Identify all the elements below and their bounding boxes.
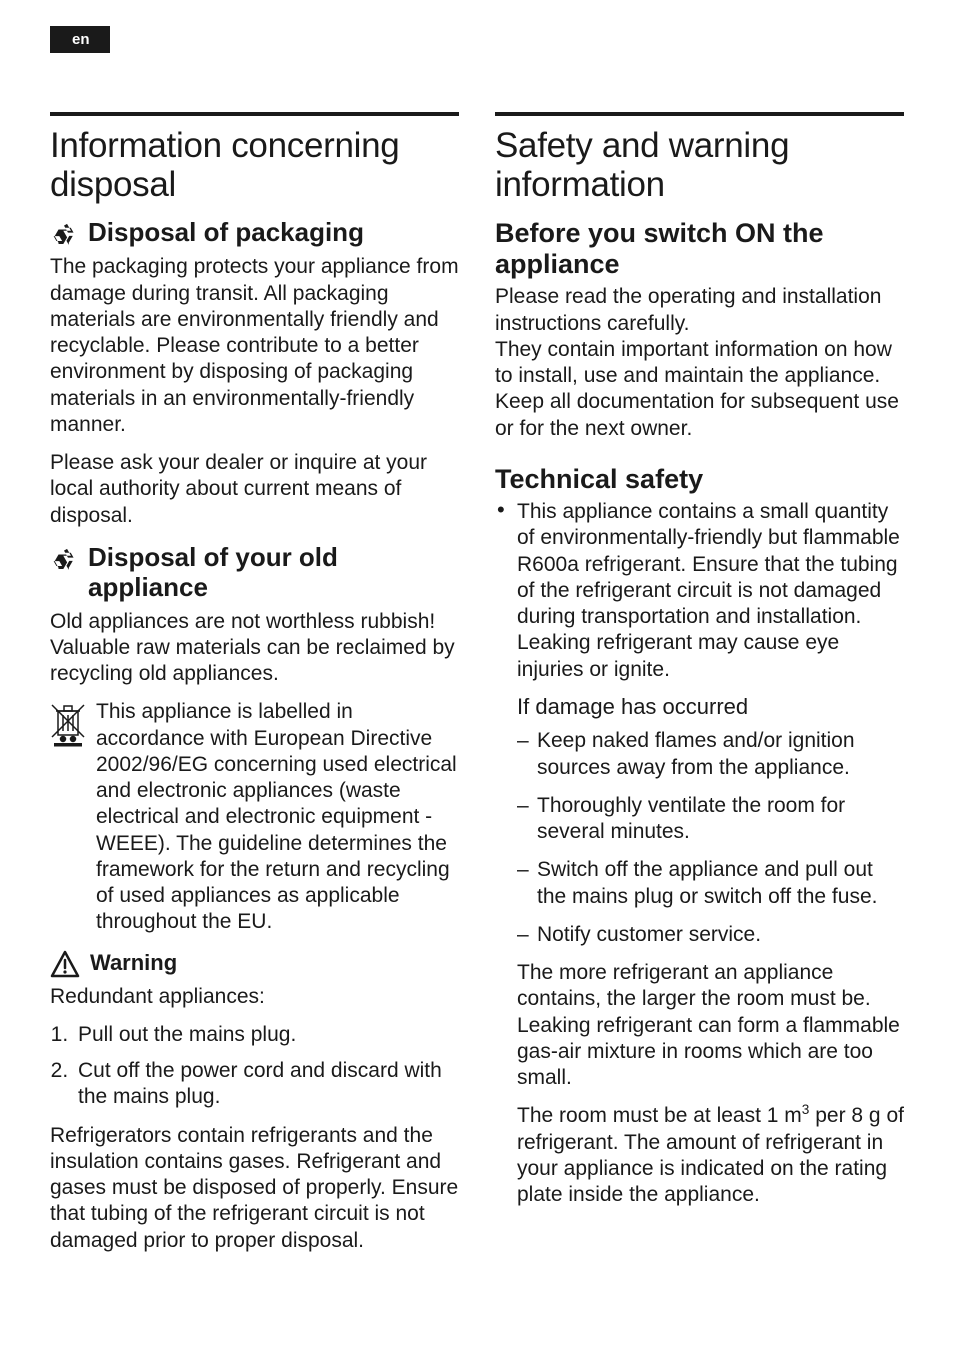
- paragraph: Old appliances are not worthless rubbish…: [50, 609, 459, 688]
- heading-text: Warning: [90, 950, 177, 975]
- damage-subheading: If damage has occurred: [517, 693, 904, 721]
- right-main-heading: Safety and warning information: [495, 112, 904, 204]
- paragraph: Redundant appliances:: [50, 984, 459, 1010]
- ordered-list: Pull out the mains plug. Cut off the pow…: [50, 1022, 459, 1111]
- list-item: Pull out the mains plug.: [74, 1022, 459, 1048]
- paragraph: They contain important information on ho…: [495, 337, 904, 390]
- warning-triangle-icon: [50, 950, 80, 978]
- paragraph: The room must be at least 1 m3 per 8 g o…: [517, 1103, 904, 1208]
- weee-block: This appliance is labelled in accordance…: [50, 699, 459, 935]
- disposal-old-appliance-heading: Disposal of your old appliance: [50, 543, 459, 603]
- paragraph: The packaging protects your appliance fr…: [50, 254, 459, 438]
- heading-text: Disposal of your old appliance: [88, 543, 459, 603]
- list-item: Notify customer service.: [517, 922, 904, 948]
- recycle-icon: [50, 220, 78, 248]
- text: The room must be at least 1 m: [517, 1104, 802, 1127]
- dash-list: Keep naked flames and/or ignition source…: [517, 728, 904, 948]
- language-tab: en: [50, 26, 110, 53]
- right-column: Safety and warning information Before yo…: [495, 112, 904, 1266]
- left-column: Information concerning disposal Disposal…: [50, 112, 459, 1266]
- bullet-text: This appliance contains a small quantity…: [517, 500, 900, 681]
- recycle-icon: [50, 545, 78, 573]
- paragraph: The more refrigerant an appliance contai…: [517, 960, 904, 1091]
- weee-bin-icon: [50, 703, 86, 747]
- before-switch-on-heading: Before you switch ON the appliance: [495, 218, 904, 280]
- weee-text: This appliance is labelled in accordance…: [96, 699, 459, 935]
- two-column-layout: Information concerning disposal Disposal…: [0, 0, 954, 1266]
- paragraph: Refrigerators contain refrigerants and t…: [50, 1123, 459, 1254]
- list-item: Keep naked flames and/or ignition source…: [517, 728, 904, 781]
- disposal-packaging-heading: Disposal of packaging: [50, 218, 459, 248]
- list-item: Cut off the power cord and discard with …: [74, 1058, 459, 1111]
- paragraph: Please ask your dealer or inquire at you…: [50, 450, 459, 529]
- warning-heading: Warning: [50, 950, 459, 978]
- technical-safety-heading: Technical safety: [495, 464, 904, 495]
- heading-text: Disposal of packaging: [88, 218, 364, 248]
- paragraph: Keep all documentation for subsequent us…: [495, 389, 904, 442]
- list-item: Switch off the appliance and pull out th…: [517, 857, 904, 910]
- list-item: This appliance contains a small quantity…: [495, 499, 904, 1208]
- left-main-heading: Information concerning disposal: [50, 112, 459, 204]
- bullet-list: This appliance contains a small quantity…: [495, 499, 904, 1208]
- list-item: Thoroughly ventilate the room for severa…: [517, 793, 904, 846]
- paragraph: Please read the operating and installati…: [495, 284, 904, 337]
